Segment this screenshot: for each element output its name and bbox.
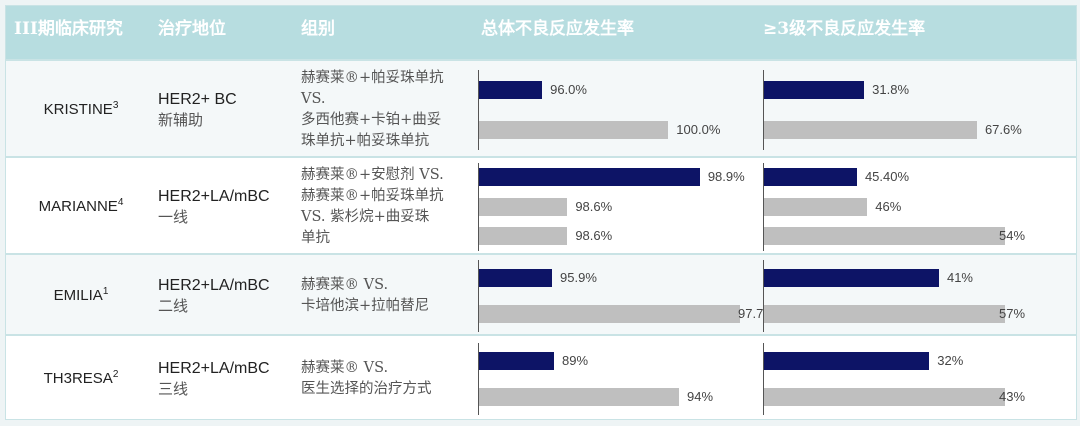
study-reference: 2 xyxy=(112,368,119,380)
treatment-groups: 赫赛莱® VS. 卡培他滨+拉帕替尼 xyxy=(301,275,481,317)
treatment-line: 一线 xyxy=(158,207,189,226)
grade3-panel: 41% 57% xyxy=(763,259,1065,332)
grade3-value-label: 43% xyxy=(999,388,1026,404)
her2-status: HER2+ BC xyxy=(158,90,237,108)
overall-value-label: 96.0% xyxy=(550,81,587,97)
grade3-bar xyxy=(764,304,1005,323)
treatment-setting: HER2+LA/mBC 二线 xyxy=(158,276,270,316)
grade3-value-label: 67.6% xyxy=(984,121,1022,137)
treatment-line: 二线 xyxy=(158,296,189,315)
header-study: III期临床研究 xyxy=(14,19,123,39)
study-reference: 1 xyxy=(102,285,109,297)
grade3-value-label: 45.40% xyxy=(864,169,910,185)
overall-bar xyxy=(479,80,543,99)
group-line: 医生选择的治疗方式 xyxy=(301,380,432,397)
overall-bar xyxy=(479,268,553,287)
overall-value-label: 98.9% xyxy=(707,169,745,185)
grade3-bar xyxy=(764,351,930,370)
grade3-bar xyxy=(764,168,857,187)
overall-panel: 89% 94% xyxy=(478,342,804,415)
group-line: 珠单抗+帕妥珠单抗 xyxy=(301,132,430,149)
study-label: MARIANNE xyxy=(38,197,118,215)
group-line: VS. xyxy=(301,90,326,107)
group-line: 赫赛莱®+帕妥珠单抗 xyxy=(301,187,444,204)
grade3-value-label: 32% xyxy=(937,352,964,368)
overall-bar xyxy=(479,197,568,216)
grade3-bar xyxy=(764,387,1005,406)
overall-bar xyxy=(479,304,740,323)
study-label: KRISTINE xyxy=(43,100,113,118)
overall-bar xyxy=(479,120,669,139)
overall-value-label: 98.6% xyxy=(575,198,613,214)
grade3-panel: 32% 43% xyxy=(763,342,1065,415)
her2-status: HER2+LA/mBC xyxy=(158,276,270,294)
treatment-setting: HER2+ BC 新辅助 xyxy=(158,90,237,130)
grade3-value-label: 57% xyxy=(999,305,1026,321)
group-line: 赫赛莱®+帕妥珠单抗 xyxy=(301,69,444,86)
grade3-bar xyxy=(764,120,977,139)
grade3-value-label: 31.8% xyxy=(872,81,910,97)
group-line: 单抗 xyxy=(301,229,330,246)
grade3-bar xyxy=(764,197,868,216)
header-grade3-ae: ≥3级不良反应发生率 xyxy=(763,19,926,39)
study-name: KRISTINE3 xyxy=(6,100,156,118)
table-row: EMILIA1 HER2+LA/mBC 二线 赫赛莱® VS. 卡培他滨+拉帕替尼 95.… xyxy=(6,253,1076,336)
table-header: III期临床研究 治疗地位 组别 总体不良反应发生率 ≥3级不良反应发生率 xyxy=(6,6,1076,59)
table-row: KRISTINE3 HER2+ BC 新辅助 赫赛莱®+帕妥珠单抗 VS. 多西他赛+卡铂… xyxy=(6,59,1076,158)
treatment-groups: 赫赛莱®+安慰剂 VS. 赫赛莱®+帕妥珠单抗 VS. 紫杉烷+曲妥珠 单抗 xyxy=(301,165,481,249)
treatment-line: 三线 xyxy=(158,379,189,398)
overall-bar xyxy=(479,226,568,245)
header-setting: 治疗地位 xyxy=(158,19,226,39)
study-name: EMILIA1 xyxy=(6,286,156,304)
treatment-setting: HER2+LA/mBC 三线 xyxy=(158,359,270,399)
comparison-table: III期临床研究 治疗地位 组别 总体不良反应发生率 ≥3级不良反应发生率 KR… xyxy=(5,5,1077,420)
table-row: MARIANNE4 HER2+LA/mBC 一线 赫赛莱®+安慰剂 VS. 赫赛莱®+帕… xyxy=(6,156,1076,255)
overall-panel: 95.9% 97.7% xyxy=(478,259,804,332)
header-overall-ae: 总体不良反应发生率 xyxy=(481,19,634,39)
group-line: VS. 紫杉烷+曲妥珠 xyxy=(301,208,430,225)
study-reference: 3 xyxy=(112,99,119,111)
treatment-setting: HER2+LA/mBC 一线 xyxy=(158,187,270,227)
grade3-bar xyxy=(764,80,865,99)
treatment-groups: 赫赛莱® VS. 医生选择的治疗方式 xyxy=(301,358,481,400)
group-line: 赫赛莱®+安慰剂 VS. xyxy=(301,166,444,183)
grade3-bar xyxy=(764,268,939,287)
study-reference: 4 xyxy=(117,196,124,208)
study-name: TH3RESA2 xyxy=(6,369,156,387)
overall-bar xyxy=(479,387,679,406)
treatment-line: 新辅助 xyxy=(158,110,204,129)
overall-panel: 98.9% 98.6% 98.6% xyxy=(478,162,804,251)
her2-status: HER2+LA/mBC xyxy=(158,359,270,377)
group-line: 卡培他滨+拉帕替尼 xyxy=(301,297,430,314)
table-row: TH3RESA2 HER2+LA/mBC 三线 赫赛莱® VS. 医生选择的治疗方式 89… xyxy=(6,334,1076,421)
overall-bar xyxy=(479,168,700,187)
study-name: MARIANNE4 xyxy=(6,197,156,215)
group-line: 赫赛莱® VS. xyxy=(301,276,389,293)
overall-value-label: 89% xyxy=(562,352,589,368)
grade3-value-label: 41% xyxy=(946,269,973,285)
header-groups: 组别 xyxy=(301,19,335,39)
grade3-panel: 45.40% 46% 54% xyxy=(763,162,1065,251)
group-line: 多西他赛+卡铂+曲妥 xyxy=(301,111,442,128)
study-label: TH3RESA xyxy=(43,369,113,387)
overall-value-label: 95.9% xyxy=(560,269,597,285)
study-label: EMILIA xyxy=(53,286,103,304)
grade3-bar xyxy=(764,226,1005,245)
grade3-value-label: 54% xyxy=(999,227,1026,243)
group-line: 赫赛莱® VS. xyxy=(301,359,389,376)
treatment-groups: 赫赛莱®+帕妥珠单抗 VS. 多西他赛+卡铂+曲妥 珠单抗+帕妥珠单抗 xyxy=(301,68,481,152)
grade3-panel: 31.8% 67.6% xyxy=(763,69,1065,150)
overall-value-label: 98.6% xyxy=(575,227,613,243)
overall-value-label: 94% xyxy=(687,388,714,404)
her2-status: HER2+LA/mBC xyxy=(158,187,270,205)
overall-bar xyxy=(479,351,554,370)
overall-value-label: 100.0% xyxy=(676,121,721,137)
grade3-value-label: 46% xyxy=(875,198,902,214)
overall-panel: 96.0% 100.0% xyxy=(478,69,804,150)
